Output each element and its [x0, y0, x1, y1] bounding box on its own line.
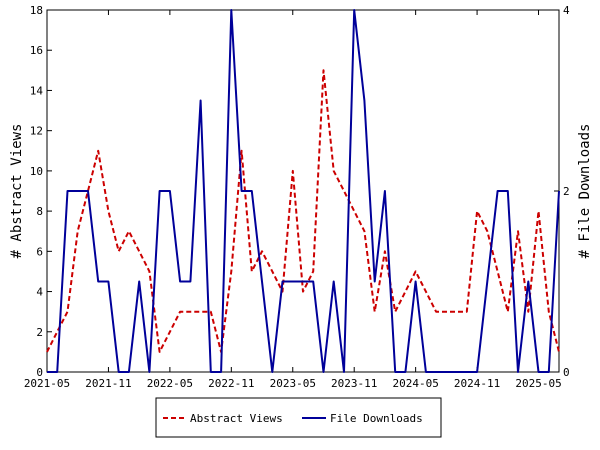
- series-line-abstract-views: [46, 69, 560, 353]
- right-y-tick-label: 2: [563, 185, 570, 198]
- x-tick-label: 2023-11: [331, 377, 377, 390]
- series-lines: [46, 9, 560, 373]
- x-axis: 2021-05 2021-11 2022-05 2022-11 2023-05 2023-…: [24, 10, 562, 390]
- x-tick-label: 2024-05: [392, 377, 438, 390]
- legend: Abstract Views File Downloads: [155, 397, 442, 438]
- x-tick-label: 2024-11: [454, 377, 500, 390]
- right-y-tick-label: 0: [563, 366, 570, 379]
- x-tick-label: 2022-05: [147, 377, 193, 390]
- legend-label-abstract-views: Abstract Views: [190, 412, 283, 425]
- plot-frame: [46, 9, 560, 373]
- right-y-axis-title: # File Downloads: [577, 124, 593, 259]
- left-y-tick-label: 0: [36, 366, 43, 379]
- left-y-tick-label: 8: [36, 205, 43, 218]
- left-y-tick-label: 2: [36, 326, 43, 339]
- left-y-tick-label: 18: [30, 4, 43, 17]
- left-y-tick-label: 6: [36, 245, 43, 258]
- x-tick-label: 2025-05: [515, 377, 561, 390]
- left-y-tick-label: 4: [36, 286, 43, 299]
- left-y-tick-label: 10: [30, 165, 43, 178]
- left-y-tick-label: 12: [30, 125, 43, 138]
- x-tick-label: 2023-05: [270, 377, 316, 390]
- x-tick-label: 2021-11: [85, 377, 131, 390]
- x-tick-label: 2021-05: [24, 377, 70, 390]
- left-y-axis: 0 2 4 6 8 10 12 14 16 18: [30, 4, 52, 379]
- legend-box: [155, 397, 442, 438]
- series-line-file-downloads: [47, 9, 560, 373]
- left-y-tick-label: 16: [30, 44, 43, 57]
- left-y-axis-title: # Abstract Views: [9, 124, 25, 259]
- legend-label-file-downloads: File Downloads: [330, 412, 423, 425]
- x-tick-label: 2022-11: [208, 377, 254, 390]
- right-y-tick-label: 4: [563, 4, 570, 17]
- left-y-tick-label: 14: [30, 84, 44, 97]
- right-y-axis: 0 2 4: [554, 4, 570, 379]
- plot-area: [46, 9, 560, 373]
